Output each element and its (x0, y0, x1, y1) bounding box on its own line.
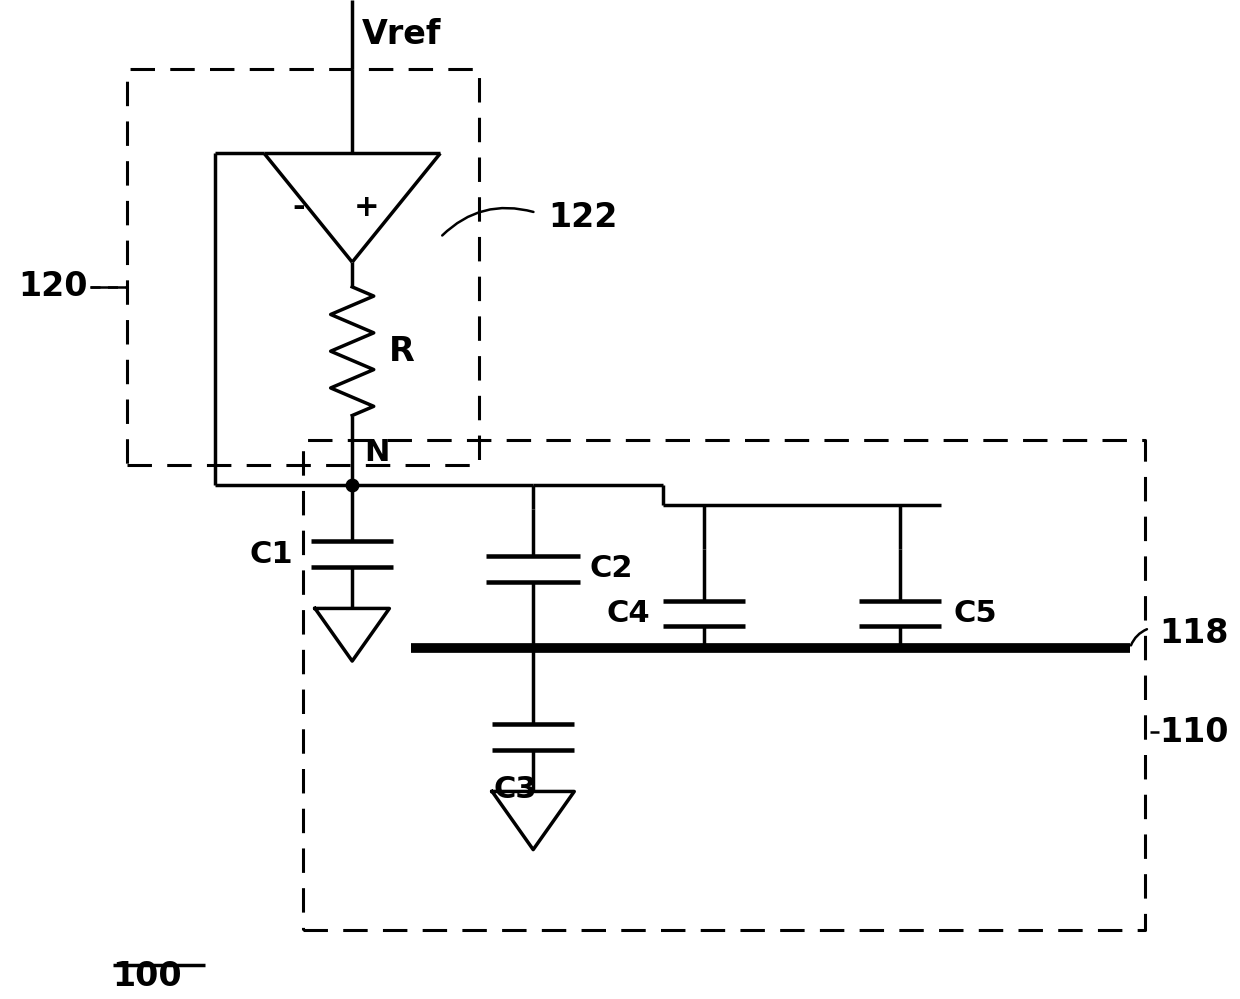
Text: 100: 100 (113, 960, 182, 993)
Text: 120: 120 (19, 271, 88, 304)
Text: C1: C1 (250, 539, 294, 568)
Text: R: R (389, 335, 415, 368)
Text: 110: 110 (1159, 715, 1229, 748)
Text: C2: C2 (590, 554, 634, 583)
Text: C3: C3 (494, 774, 537, 803)
Text: Vref: Vref (362, 18, 441, 51)
Text: -: - (293, 193, 305, 222)
Text: C5: C5 (954, 598, 997, 628)
Text: C4: C4 (606, 598, 651, 628)
Text: +: + (355, 193, 379, 222)
Text: N: N (363, 438, 389, 467)
Text: 118: 118 (1159, 616, 1229, 649)
FancyArrowPatch shape (443, 208, 533, 236)
FancyArrowPatch shape (1131, 629, 1147, 645)
Text: 122: 122 (548, 201, 618, 234)
